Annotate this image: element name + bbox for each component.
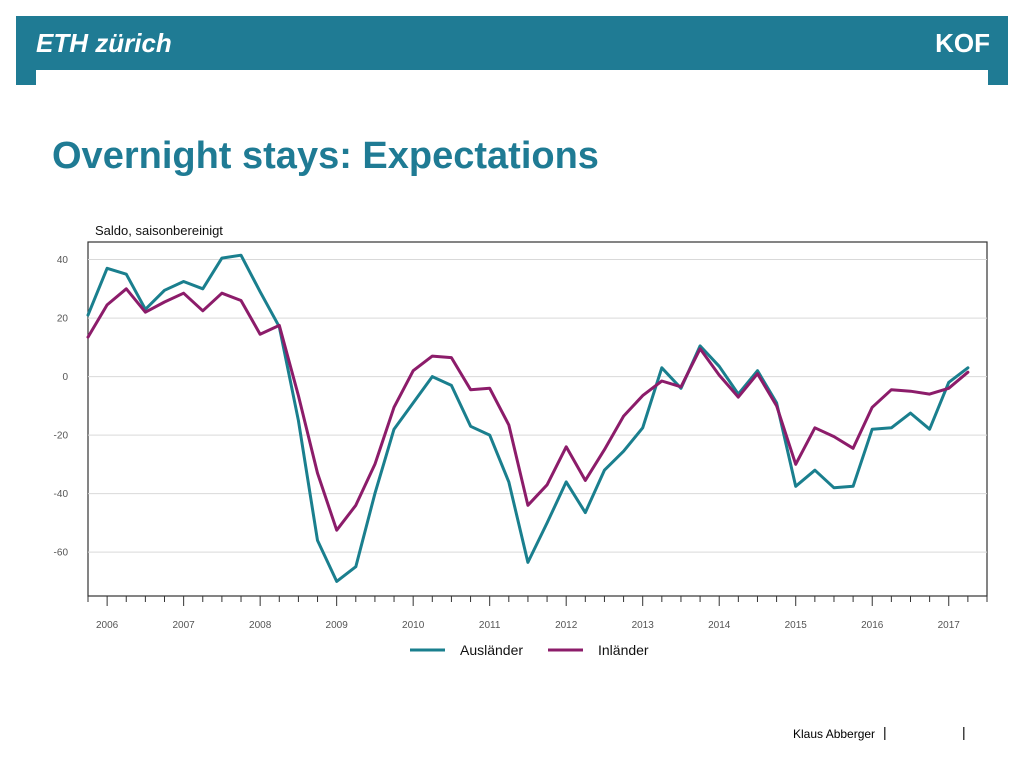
x-tick-label: 2014: [708, 620, 731, 631]
header-tab-right: [988, 70, 1008, 85]
y-axis-label: Saldo, saisonbereinigt: [95, 223, 223, 238]
x-tick-label: 2015: [785, 620, 808, 631]
slide-title: Overnight stays: Expectations: [52, 135, 599, 177]
header-tab-left: [16, 70, 36, 85]
footer-separator: |: [883, 724, 887, 740]
y-tick-label: -60: [54, 548, 69, 559]
x-tick-label: 2009: [326, 620, 349, 631]
x-tick-label: 2008: [249, 620, 272, 631]
plot-area: [87, 241, 988, 597]
legend-label: Ausländer: [460, 642, 523, 658]
x-tick-label: 2010: [402, 620, 425, 631]
y-tick-label: 0: [62, 372, 68, 383]
x-tick-label: 2012: [555, 620, 578, 631]
x-tick-label: 2016: [861, 620, 884, 631]
x-tick-label: 2011: [479, 620, 501, 631]
header-bar: [16, 16, 1008, 70]
x-tick-label: 2013: [632, 620, 655, 631]
y-tick-label: 20: [57, 314, 69, 325]
legend-label: Inländer: [598, 642, 649, 658]
x-tick-label: 2006: [96, 620, 119, 631]
series-line-ausl-nder: [86, 253, 970, 583]
footer-separator: |: [962, 724, 966, 740]
x-tick-label: 2017: [938, 620, 961, 631]
eth-zurich-logo: ETH zürich: [36, 28, 172, 58]
y-tick-label: 40: [57, 255, 69, 266]
series-line-inl-nder: [86, 287, 970, 532]
y-tick-label: -40: [54, 489, 69, 500]
y-tick-label: -20: [54, 431, 69, 442]
footer-author: Klaus Abberger: [793, 727, 876, 741]
x-tick-label: 2007: [173, 620, 196, 631]
kof-logo: KOF: [935, 28, 990, 58]
